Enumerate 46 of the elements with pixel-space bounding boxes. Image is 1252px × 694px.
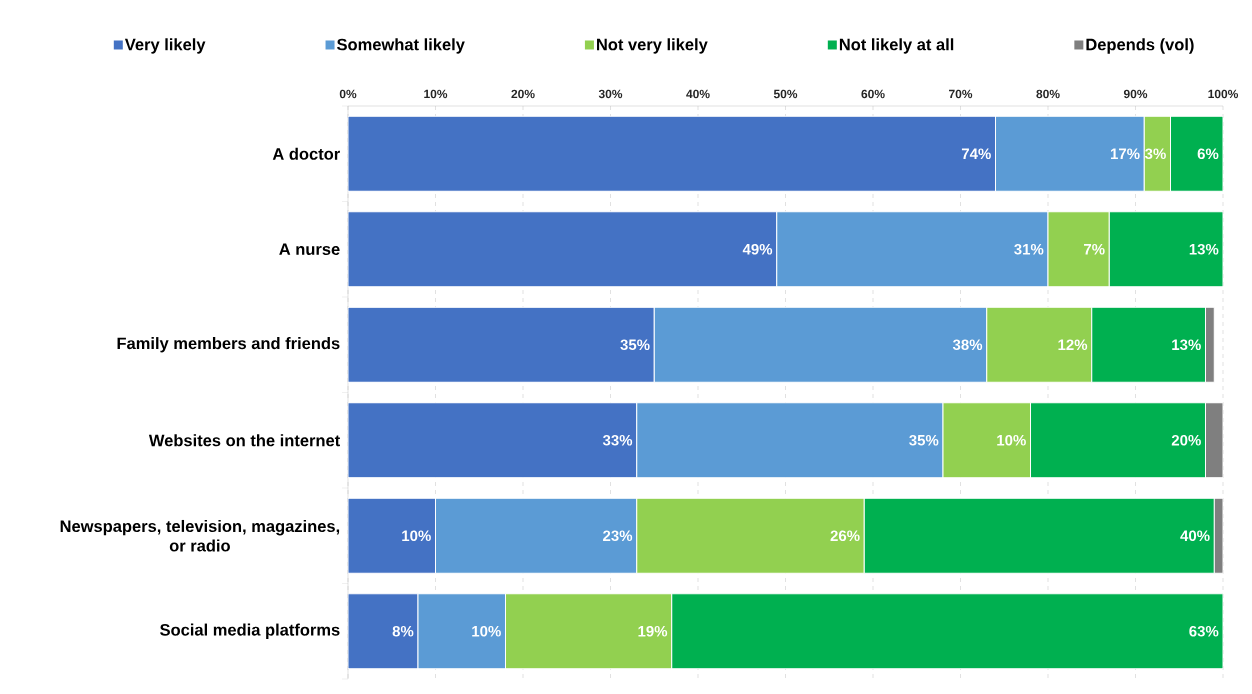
x-tick-label: 40% [686, 89, 710, 99]
data-label: 8% [392, 625, 414, 637]
data-label: 40% [1180, 530, 1210, 542]
x-tick-label: 20% [511, 89, 535, 99]
y-tick-label: Social media platforms [160, 623, 340, 639]
y-tick-label: A doctor [272, 147, 340, 160]
data-label: 10% [402, 530, 431, 542]
legend-label: Somewhat likely [337, 38, 465, 54]
data-label: 3% [1144, 148, 1166, 160]
legend-label: Not likely at all [839, 38, 954, 54]
x-tick-label: 0% [339, 89, 357, 99]
legend-label: Depends (vol) [1086, 38, 1194, 54]
data-label: 19% [638, 625, 668, 637]
legend-label: Not very likely [597, 38, 708, 54]
x-tick-label: 10% [424, 89, 448, 99]
x-tick-label: 50% [773, 89, 798, 99]
y-tick-label: A nurse [279, 243, 340, 256]
x-tick-label: 70% [949, 89, 973, 99]
data-label: 6% [1197, 148, 1219, 160]
data-label: 13% [1172, 339, 1201, 351]
y-tick-label: Newspapers, television, magazines, or radio [60, 519, 340, 552]
data-label: 12% [1058, 339, 1088, 351]
data-label: 38% [952, 339, 983, 351]
x-tick-label: 60% [861, 89, 885, 99]
data-label: 74% [961, 148, 991, 160]
x-tick-label: 100% [1208, 89, 1239, 99]
data-label: 17% [1110, 148, 1140, 160]
data-label: 49% [742, 243, 773, 255]
data-label: 13% [1189, 243, 1219, 255]
data-label: 20% [1171, 434, 1201, 446]
legend-label: Very likely [124, 38, 206, 54]
x-tick-label: 90% [1123, 89, 1148, 99]
data-label: 23% [603, 530, 633, 542]
y-tick-label: Websites on the internet [148, 434, 340, 447]
x-tick-label: 30% [598, 89, 623, 99]
data-label: 63% [1189, 625, 1219, 637]
data-label: 35% [620, 339, 650, 351]
y-tick-label: Family members and friends [117, 337, 340, 353]
data-label: 33% [602, 434, 633, 446]
data-label: 26% [830, 530, 860, 542]
x-tick-label: 80% [1036, 89, 1060, 99]
data-label: 10% [472, 625, 501, 637]
data-label: 10% [997, 434, 1026, 446]
data-label: 35% [909, 434, 939, 446]
data-label: 31% [1014, 243, 1044, 255]
data-label: 7% [1084, 243, 1105, 255]
